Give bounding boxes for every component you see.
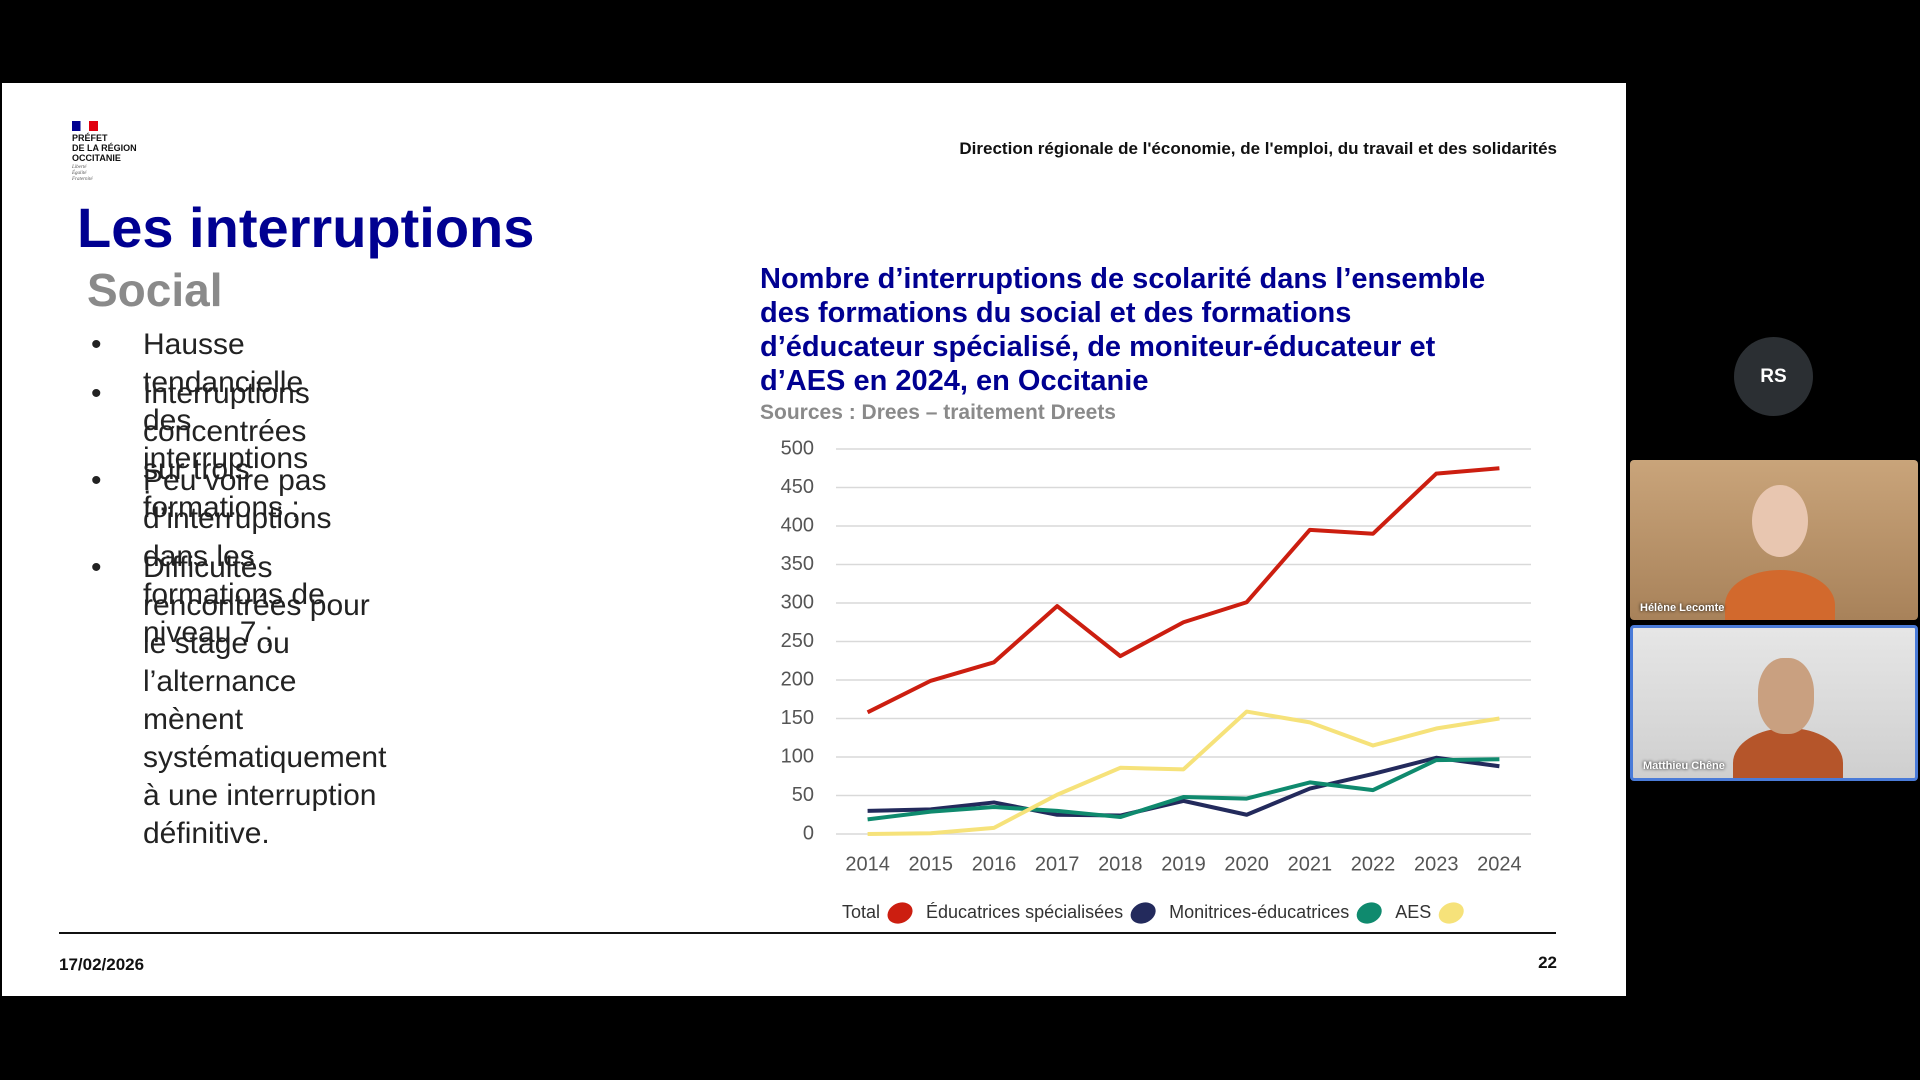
slide: PRÉFET DE LA RÉGION OCCITANIE Liberté Égali… bbox=[2, 83, 1626, 996]
series-line bbox=[867, 709, 1500, 836]
bullet-line: formations ; bbox=[143, 491, 300, 524]
bullet-line: Hausse tendancielle des interruptions ; bbox=[143, 328, 309, 513]
bullet-dot: • bbox=[91, 328, 102, 361]
participant-name: Hélène Lecomte bbox=[1640, 602, 1725, 614]
series-line bbox=[867, 755, 1500, 818]
legend-label: Total bbox=[842, 902, 880, 922]
logo-text: PRÉFET DE LA RÉGION OCCITANIE bbox=[72, 133, 137, 163]
legend-marker bbox=[887, 902, 913, 924]
footer-rule bbox=[59, 932, 1556, 934]
legend-label: Éducatrices spécialisées bbox=[926, 902, 1123, 922]
x-tick-label: 2016 bbox=[972, 853, 1017, 875]
page-number: 22 bbox=[1538, 953, 1557, 972]
bullet-line: formations de niveau 7 ; bbox=[143, 578, 325, 649]
bullet: • Interruptions concentrées sur trois form… bbox=[91, 375, 310, 527]
x-tick-label: 2015 bbox=[909, 853, 954, 875]
logo-line: OCCITANIE bbox=[72, 153, 121, 163]
legend-marker bbox=[1130, 902, 1156, 924]
bullet-line: Peu voire pas d’interruptions dans les bbox=[143, 464, 332, 573]
legend-marker bbox=[1438, 902, 1464, 924]
video-tile[interactable]: Matthieu Chêne bbox=[1630, 625, 1918, 781]
x-tick-label: 2019 bbox=[1161, 853, 1206, 875]
avatar[interactable]: RS bbox=[1734, 337, 1813, 416]
slide-subtitle: Social bbox=[87, 264, 223, 316]
chart-title-line: d’éducateur spécialisé, de moniteur-éduc… bbox=[760, 331, 1436, 363]
person bbox=[1752, 485, 1808, 557]
bullet-dot: • bbox=[91, 464, 102, 497]
bullet: • Difficultés rencontrées pour le stage o… bbox=[91, 549, 387, 853]
logo: PRÉFET DE LA RÉGION OCCITANIE Liberté Égali… bbox=[72, 121, 137, 183]
x-tick-label: 2020 bbox=[1224, 853, 1269, 875]
bullet: • Peu voire pas d’interruptions dans les f… bbox=[91, 462, 332, 652]
date: 17/02/2026 bbox=[59, 955, 145, 974]
x-tick-label: 2014 bbox=[845, 853, 890, 875]
x-tick-label: 2017 bbox=[1035, 853, 1080, 875]
y-tick-label: 450 bbox=[781, 476, 814, 498]
y-tick-label: 50 bbox=[792, 784, 814, 806]
participant-name: Matthieu Chêne bbox=[1643, 760, 1725, 772]
legend-label: Monitrices-éducatrices bbox=[1169, 902, 1349, 922]
y-tick-label: 350 bbox=[781, 553, 814, 575]
y-tick-label: 0 bbox=[803, 822, 814, 844]
bullet: • Hausse tendancielle des interruptions ; bbox=[91, 326, 309, 516]
header: Direction régionale de l'économie, de l'… bbox=[959, 139, 1557, 158]
flag bbox=[72, 121, 98, 131]
y-tick-label: 200 bbox=[781, 668, 814, 690]
motto-line: Liberté bbox=[72, 165, 87, 170]
y-tick-label: 500 bbox=[781, 437, 814, 459]
slide-title: Les interruptions bbox=[77, 196, 535, 259]
bullet-line: l’alternance mènent systématiquement bbox=[143, 665, 387, 774]
chart-title-line: d’AES en 2024, en Occitanie bbox=[760, 365, 1149, 397]
motto-line: Égalité bbox=[72, 171, 87, 176]
x-tick-label: 2023 bbox=[1414, 853, 1459, 875]
bullet-line: à une interruption définitive. bbox=[143, 779, 377, 850]
series-line bbox=[867, 757, 1500, 822]
person bbox=[1725, 570, 1835, 620]
person bbox=[1758, 658, 1814, 734]
y-tick-label: 100 bbox=[781, 745, 814, 767]
legend-marker bbox=[1356, 902, 1382, 924]
chart-source: Sources : Drees – traitement Dreets bbox=[760, 401, 1116, 424]
legend-label: AES bbox=[1395, 902, 1431, 922]
person bbox=[1733, 728, 1843, 778]
y-tick-label: 300 bbox=[781, 591, 814, 613]
x-tick-label: 2021 bbox=[1288, 853, 1333, 875]
x-tick-label: 2022 bbox=[1351, 853, 1396, 875]
video-tile[interactable]: Hélène Lecomte bbox=[1630, 460, 1918, 620]
y-tick-label: 150 bbox=[781, 707, 814, 729]
motto: Liberté Égalité Fraternité bbox=[72, 165, 137, 183]
bullet-dot: • bbox=[91, 377, 102, 410]
chart-title-line: des formations du social et des formatio… bbox=[760, 297, 1352, 329]
chart-title-line: Nombre d’interruptions de scolarité dans… bbox=[760, 263, 1486, 295]
chart-title: Nombre d’interruptions de scolarité dans… bbox=[760, 262, 1485, 398]
bullet-line: Difficultés rencontrées pour le stage ou bbox=[143, 551, 370, 660]
y-tick-label: 400 bbox=[781, 514, 814, 536]
x-tick-label: 2024 bbox=[1477, 853, 1522, 875]
bullet-line: Interruptions concentrées sur trois bbox=[143, 377, 310, 486]
bullet-dot: • bbox=[91, 551, 102, 584]
motto-line: Fraternité bbox=[72, 177, 93, 182]
y-tick-label: 250 bbox=[781, 630, 814, 652]
logo-line: PRÉFET bbox=[72, 133, 108, 143]
series-line bbox=[866, 466, 1500, 715]
logo-line: DE LA RÉGION bbox=[72, 143, 137, 153]
x-tick-label: 2018 bbox=[1098, 853, 1143, 875]
